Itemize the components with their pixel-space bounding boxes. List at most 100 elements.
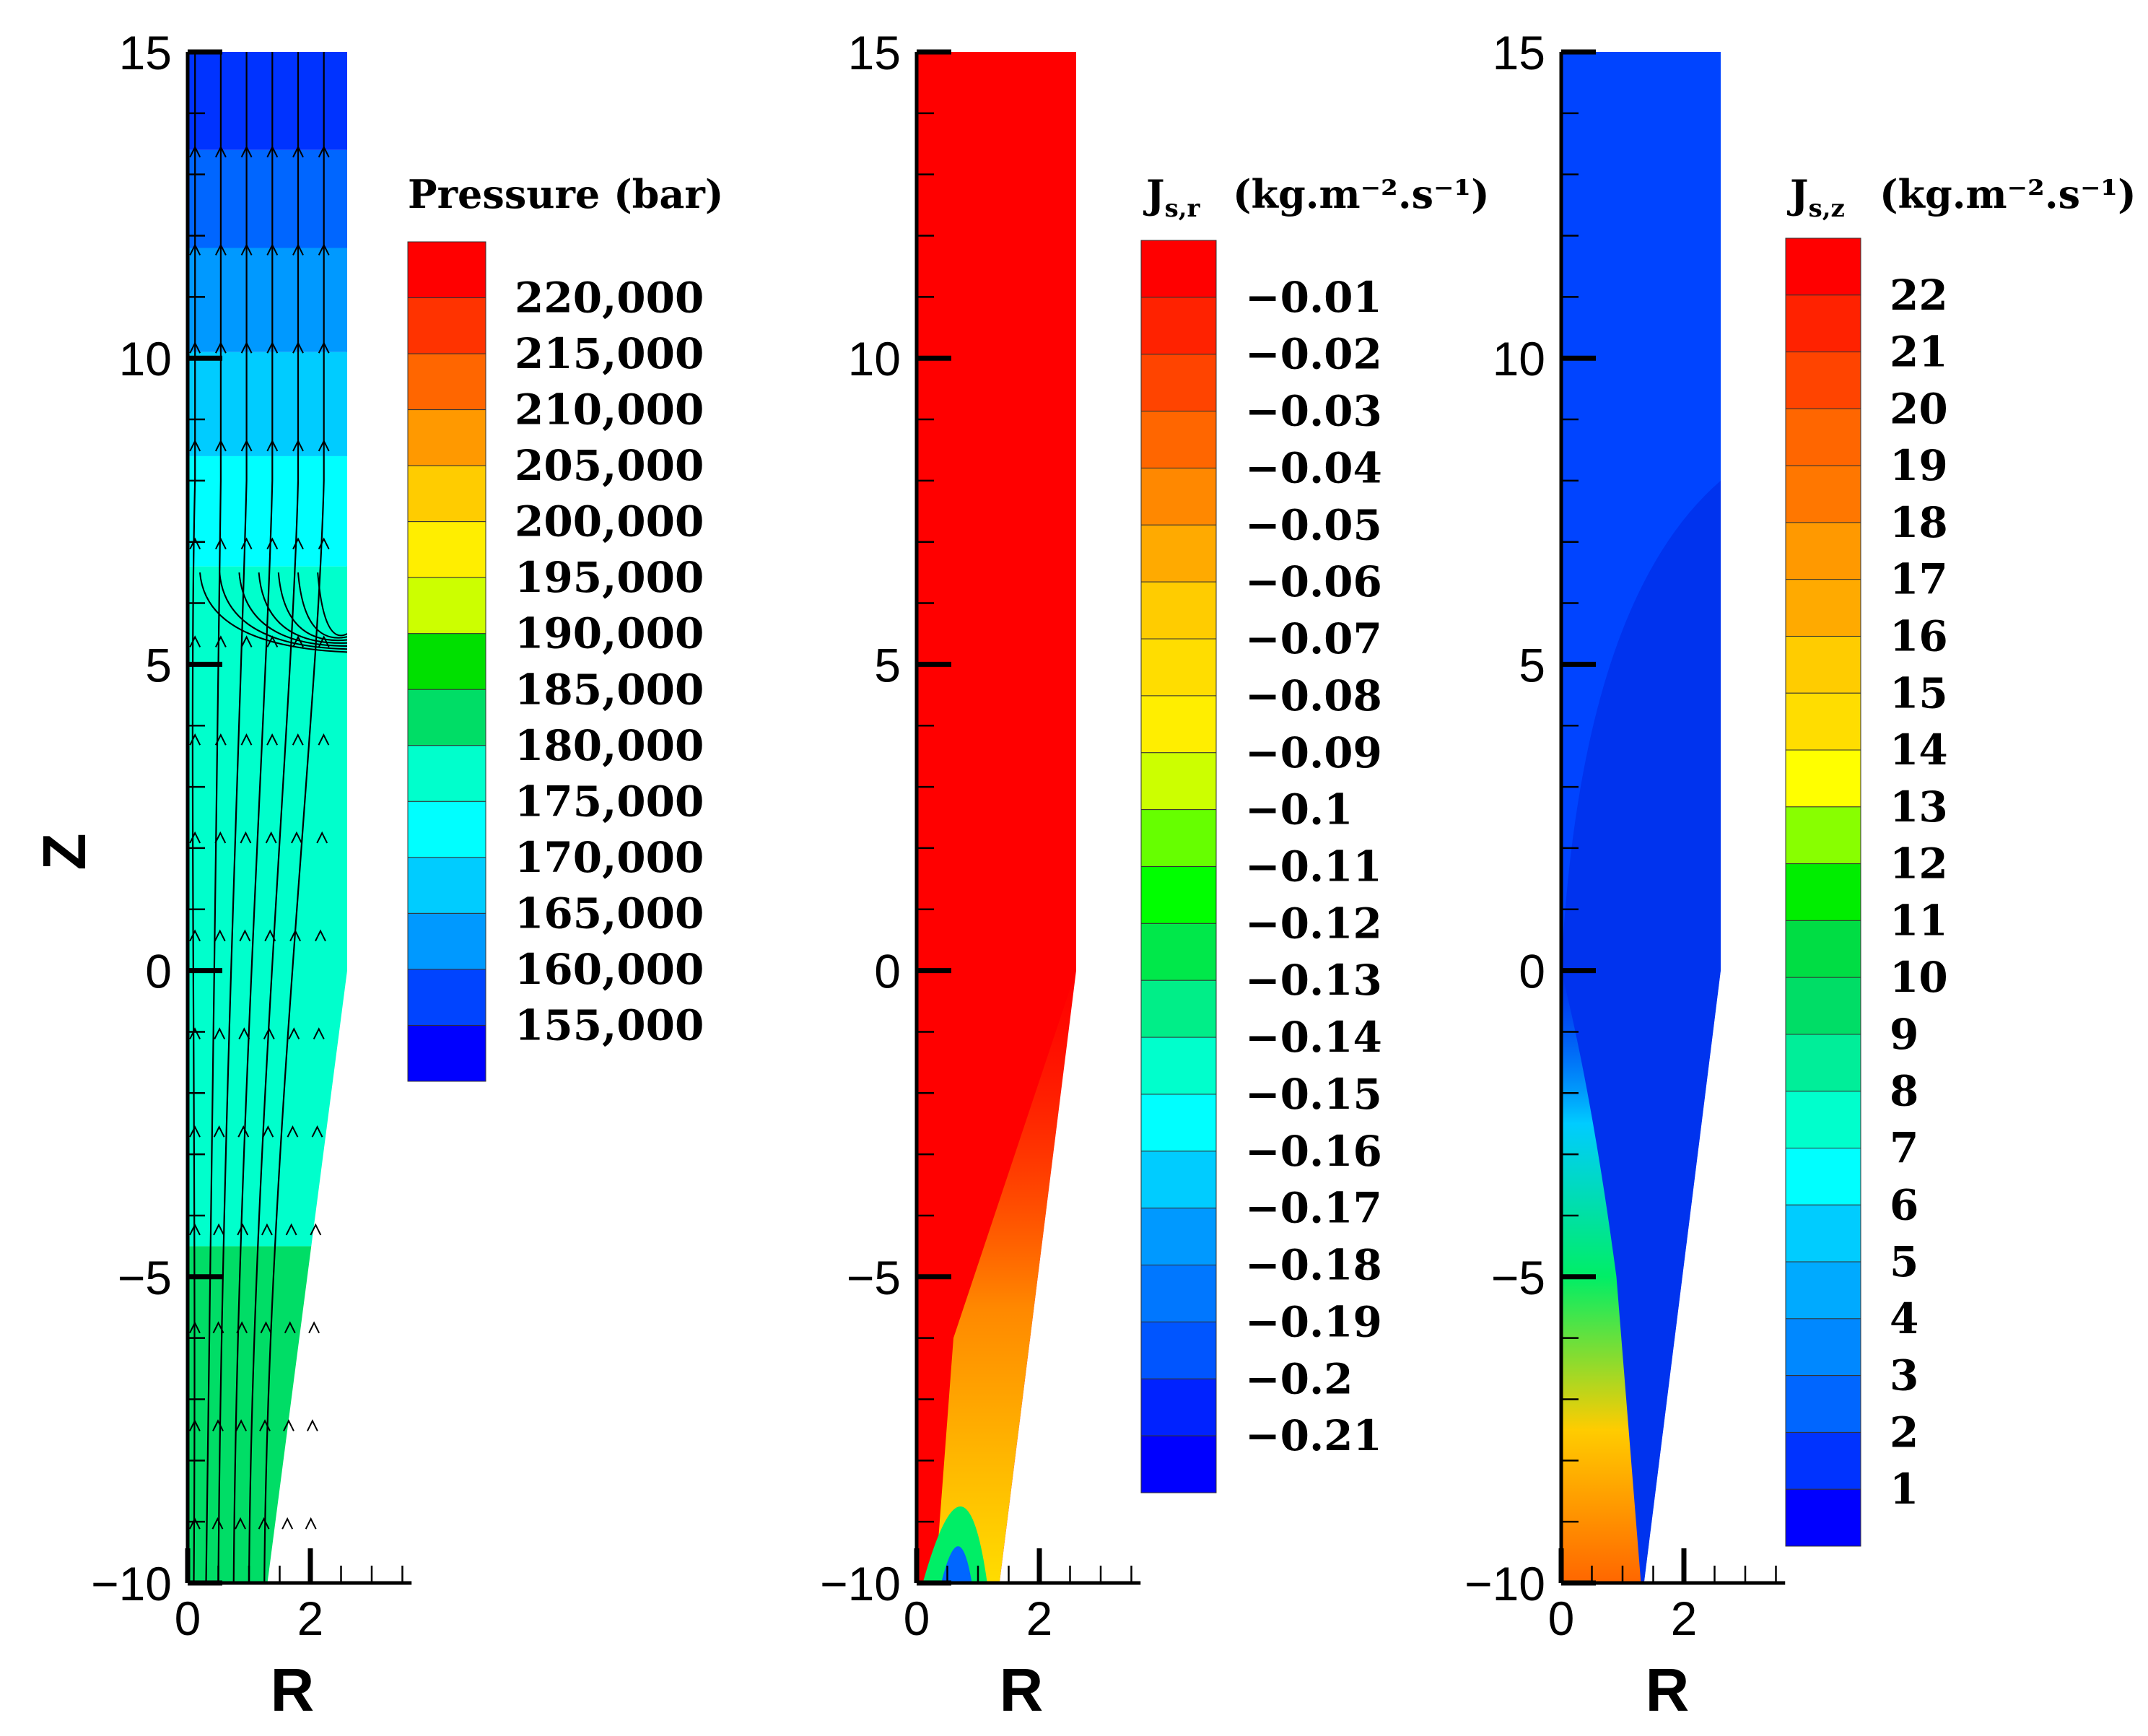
jsr-inlet-green xyxy=(922,1506,987,1583)
legend-swatch xyxy=(1785,806,1861,865)
legend-swatch xyxy=(1785,635,1861,694)
legend-swatch xyxy=(1140,1321,1217,1379)
y-tick-label: 10 xyxy=(848,332,901,385)
legend-level-label: −0.17 xyxy=(1245,1184,1382,1233)
streamline-arrow xyxy=(189,1321,201,1334)
legend-level-label: 190,000 xyxy=(515,609,704,658)
streamline-arrow xyxy=(240,537,253,550)
legend-swatch xyxy=(1140,752,1217,811)
legend-swatch xyxy=(1140,1094,1217,1152)
streamline-arrow xyxy=(291,831,302,844)
y-tick-label: 5 xyxy=(145,638,172,692)
legend-swatch xyxy=(1785,1261,1861,1320)
streamline-arrow xyxy=(211,1517,224,1530)
x-tick-label: 0 xyxy=(904,1592,930,1645)
streamline-arrow xyxy=(288,1027,300,1039)
legend-level-label: −0.01 xyxy=(1245,273,1382,322)
streamline-arrow xyxy=(214,733,227,746)
legend-level-label: 19 xyxy=(1890,441,1948,490)
streamline-arrow xyxy=(188,1419,201,1431)
legend-level-label: 2 xyxy=(1890,1408,1918,1457)
legend-swatch xyxy=(1140,581,1217,640)
legend-swatch xyxy=(1140,695,1217,754)
jsr-legend-title-units: (kg.m⁻².s⁻¹) xyxy=(1233,171,1490,217)
streamline-arrow xyxy=(189,341,201,354)
streamline-arrow xyxy=(292,243,304,256)
legend-level-label: 7 xyxy=(1890,1124,1918,1173)
legend-level-label: −0.18 xyxy=(1245,1241,1382,1290)
y-tick-label: 15 xyxy=(119,26,172,79)
legend-swatch xyxy=(1785,1204,1861,1262)
legend-swatch xyxy=(407,801,486,858)
y-tick-label: 5 xyxy=(1519,638,1545,692)
jsr-legend: Js,r (kg.m⁻².s⁻¹) −0.01 −0.02 −0.03 −0.04 −0… xyxy=(1140,171,1490,1493)
legend-level-label: −0.21 xyxy=(1245,1411,1382,1460)
streamline-arrow xyxy=(266,145,279,158)
legend-level-label: −0.1 xyxy=(1245,785,1353,834)
inlet-streamline xyxy=(317,572,347,637)
streamline-arrow xyxy=(240,439,253,452)
streamline-2 xyxy=(217,52,248,1583)
streamline-arrow xyxy=(240,243,253,256)
streamline-arrow xyxy=(260,1321,272,1334)
inlet-streamline xyxy=(199,572,347,653)
legend-level-label: 210,000 xyxy=(515,385,704,435)
streamline-arrow xyxy=(310,1223,322,1236)
legend-swatch xyxy=(407,465,486,523)
legend-level-label: 21 xyxy=(1890,328,1948,377)
pressure-legend: Pressure (bar) 220,000 215,000 210,000 205,… xyxy=(407,171,723,1082)
streamline-arrow xyxy=(189,145,201,158)
streamline-arrow xyxy=(259,1419,271,1431)
streamline-arrow xyxy=(215,341,227,354)
legend-level-label: −0.14 xyxy=(1245,1013,1382,1062)
streamline-arrow xyxy=(189,1027,201,1039)
streamline-arrow xyxy=(292,733,304,746)
streamline-arrow xyxy=(266,243,279,256)
legend-level-label: −0.12 xyxy=(1245,899,1382,948)
y-tick-label: 0 xyxy=(874,945,901,998)
legend-swatch xyxy=(1785,1375,1861,1433)
streamline-arrow xyxy=(292,145,304,158)
legend-level-label: 11 xyxy=(1890,896,1948,945)
legend-swatch xyxy=(1140,1435,1217,1493)
legend-swatch xyxy=(1140,866,1217,924)
legend-swatch xyxy=(407,577,486,634)
x-tick-label: 2 xyxy=(1026,1592,1053,1645)
streamline-arrow xyxy=(212,1419,224,1431)
legend-level-label: −0.05 xyxy=(1245,500,1382,549)
pressure-band-4 xyxy=(188,248,347,352)
pressure-x-axis-title: R xyxy=(271,1656,315,1724)
legend-level-label: 9 xyxy=(1890,1010,1918,1059)
y-tick-label: −10 xyxy=(91,1557,172,1610)
streamline-arrow xyxy=(285,1223,297,1236)
streamline-4 xyxy=(248,52,300,1583)
streamline-arrow xyxy=(213,1223,224,1236)
legend-swatch xyxy=(1785,692,1861,751)
legend-swatch xyxy=(1140,297,1217,355)
y-tick-label: 15 xyxy=(848,26,901,79)
y-tick-label: −10 xyxy=(1464,1557,1545,1610)
streamline-arrow xyxy=(215,537,227,550)
streamline-arrow xyxy=(215,439,227,452)
legend-level-label: −0.02 xyxy=(1245,330,1382,379)
inlet-streamline xyxy=(297,572,347,639)
legend-swatch xyxy=(1140,1208,1217,1266)
streamline-arrow xyxy=(189,929,201,942)
streamline-arrow xyxy=(240,145,253,158)
streamline-arrow xyxy=(266,439,279,452)
streamline-arrow xyxy=(240,341,253,354)
streamline-arrow xyxy=(281,1517,294,1530)
x-tick-label: 0 xyxy=(175,1592,201,1645)
legend-swatch xyxy=(1785,1431,1861,1490)
legend-level-label: 170,000 xyxy=(515,833,704,882)
pressure-contour-domain xyxy=(188,52,347,1583)
streamline-arrow xyxy=(214,831,227,844)
streamline-arrow xyxy=(237,1223,249,1236)
legend-swatch xyxy=(1140,922,1217,981)
streamline-arrow xyxy=(214,929,226,942)
streamline-arrow xyxy=(189,1125,201,1138)
legend-swatch xyxy=(1140,240,1217,298)
jsz-hot-region xyxy=(1561,970,1641,1583)
